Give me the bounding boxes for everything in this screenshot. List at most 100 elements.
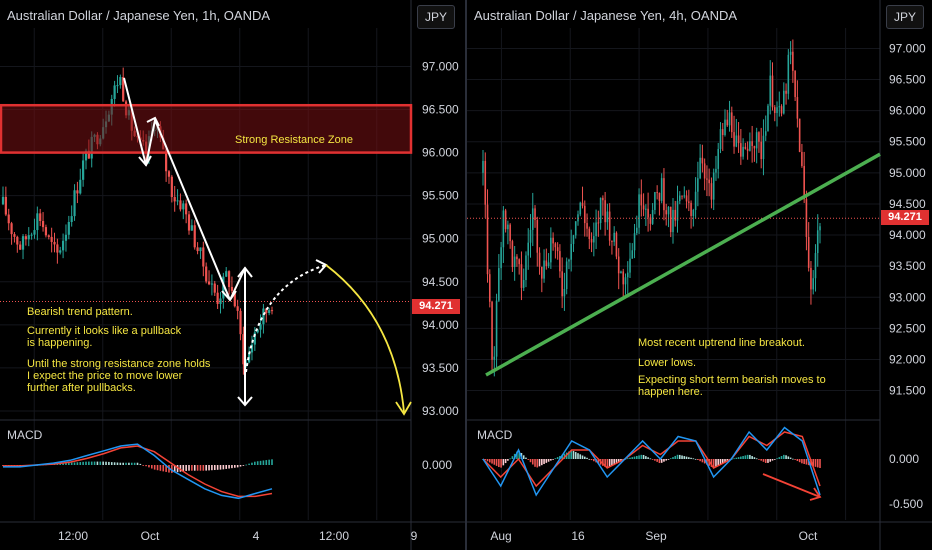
- candle-body: [640, 194, 643, 206]
- candle-body: [543, 260, 545, 279]
- candle-body: [484, 160, 487, 205]
- macd-histogram-bar: [746, 454, 749, 459]
- candle-body: [699, 157, 701, 179]
- macd-histogram-bar: [171, 465, 173, 473]
- macd-histogram-bar: [271, 459, 273, 465]
- macd-histogram-bar: [556, 457, 559, 459]
- candle-body: [776, 107, 778, 114]
- macd-histogram-bar: [620, 459, 622, 461]
- macd-histogram-bar: [764, 459, 767, 463]
- candle-body: [690, 202, 692, 217]
- candle-body: [534, 208, 536, 221]
- candle-body: [529, 229, 532, 243]
- candle-body: [760, 141, 762, 160]
- macd-histogram-bar: [611, 459, 613, 466]
- candle-body: [265, 308, 268, 313]
- candle-body: [233, 290, 236, 307]
- candle-body: [16, 236, 19, 245]
- macd-histogram-bar: [219, 465, 222, 470]
- candle-body: [222, 276, 225, 299]
- candle-body: [751, 141, 753, 146]
- left-macd-label: MACD: [7, 428, 43, 442]
- right-chart-canvas[interactable]: 97.000 96.500 96.000 95.500 95.000 94.500 94.0…: [467, 0, 932, 550]
- macd-histogram-bar: [248, 463, 250, 465]
- macd-histogram-bar: [495, 459, 498, 466]
- candle-body: [482, 160, 484, 173]
- macd-histogram-bar: [231, 465, 233, 469]
- macd-histogram-bar: [176, 465, 179, 473]
- candle-body: [245, 362, 248, 365]
- candle-body: [642, 205, 645, 210]
- candle-body: [624, 277, 627, 285]
- y-axis-tick-label: 92.500: [889, 321, 926, 335]
- left-note-line: I expect the price to move lower: [27, 370, 183, 382]
- candle-body: [735, 135, 738, 147]
- macd-line: [3, 443, 273, 500]
- macd-histogram-bar: [629, 457, 631, 459]
- macd-histogram-bar: [638, 455, 640, 459]
- macd-histogram-bar: [493, 459, 496, 465]
- left-chart-canvas[interactable]: 97.000 96.500 96.000 95.500 95.000 94.500 94.0…: [0, 0, 465, 550]
- candle-body: [595, 222, 597, 237]
- macd-histogram-bar: [522, 455, 525, 459]
- macd-histogram-bar: [749, 454, 751, 459]
- macd-histogram-bar: [185, 465, 187, 471]
- macd-histogram-bar: [608, 459, 611, 467]
- macd-histogram-bar: [613, 459, 615, 465]
- macd-histogram-bar: [268, 459, 270, 465]
- candle-body: [219, 298, 222, 304]
- right-chart-title: Australian Dollar / Japanese Yen, 4h, OA…: [474, 8, 738, 23]
- candle-body: [185, 203, 188, 215]
- macd-histogram-bar: [590, 459, 593, 461]
- macd-histogram-bar: [758, 459, 760, 460]
- macd-histogram-bar: [724, 459, 726, 463]
- candle-body: [67, 221, 70, 235]
- candle-body: [685, 195, 688, 202]
- right-note-line: Lower lows.: [638, 357, 697, 369]
- macd-histogram-bar: [645, 456, 647, 459]
- candle-body: [21, 236, 25, 250]
- candle-body: [242, 334, 245, 365]
- macd-histogram-bar: [740, 456, 742, 459]
- macd-histogram-bar: [685, 456, 688, 459]
- macd-histogram-bar: [179, 465, 182, 472]
- arrow-head: [315, 259, 328, 274]
- arrow-head: [809, 487, 822, 501]
- candle-body: [518, 259, 520, 265]
- left-currency-button[interactable]: JPY: [417, 5, 455, 29]
- macd-histogram-bar: [173, 465, 176, 473]
- candle-body: [213, 283, 216, 293]
- macd-histogram-bar: [208, 465, 210, 471]
- x-axis-tick-label: 16: [571, 529, 585, 543]
- candle-body: [527, 242, 530, 256]
- candle-body: [561, 271, 563, 297]
- candle-body: [61, 240, 65, 251]
- candle-body: [56, 244, 59, 253]
- macd-histogram-bar: [780, 456, 783, 459]
- macd-histogram-bar: [681, 455, 683, 459]
- candle-body: [604, 200, 606, 223]
- macd-histogram-bar: [136, 462, 139, 465]
- macd-histogram-bar: [242, 465, 245, 466]
- candle-body: [47, 235, 50, 237]
- macd-histogram-bar: [663, 459, 665, 462]
- macd-histogram-bar: [239, 465, 242, 467]
- candle-body: [507, 224, 509, 230]
- macd-histogram-bar: [70, 462, 73, 465]
- candle-body: [719, 129, 722, 149]
- right-currency-button[interactable]: JPY: [886, 5, 924, 29]
- macd-histogram-bar: [199, 465, 202, 471]
- macd-histogram-bar: [783, 454, 785, 459]
- y-axis-tick-label: 97.000: [422, 59, 459, 73]
- macd-histogram-bar: [534, 459, 536, 467]
- candle-body: [810, 267, 812, 290]
- macd-histogram-bar: [789, 457, 792, 459]
- candle-body: [778, 106, 781, 108]
- macd-histogram-bar: [543, 459, 545, 465]
- candle-body: [608, 211, 611, 241]
- macd-histogram-bar: [787, 456, 790, 459]
- panel-divider[interactable]: [465, 0, 467, 550]
- projected-decline-arrow: [325, 264, 405, 413]
- macd-histogram-bar: [110, 462, 113, 465]
- y-axis-tick-label: 95.500: [889, 135, 926, 149]
